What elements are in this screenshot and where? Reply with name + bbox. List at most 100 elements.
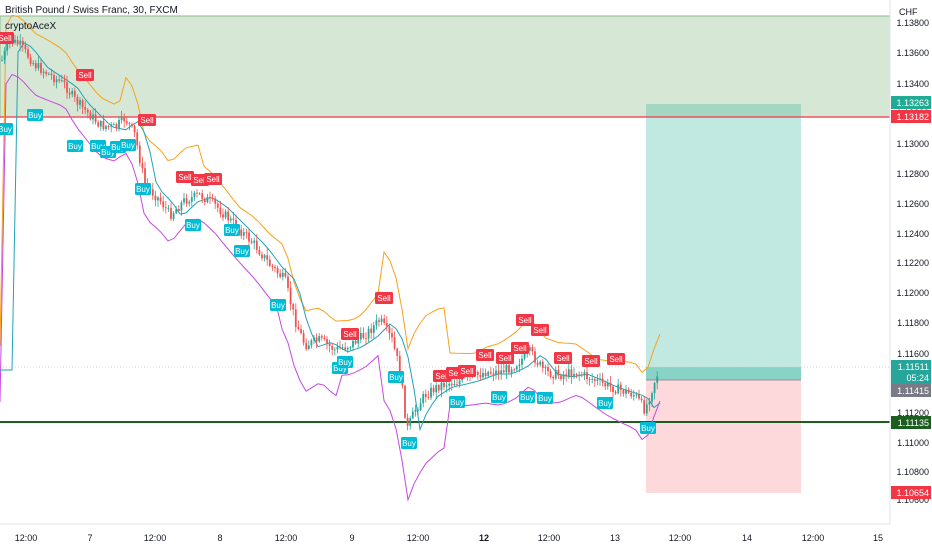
candle (404, 384, 406, 419)
buy-signal-label: Buy (121, 141, 135, 150)
sell-signal[interactable]: Sell (496, 352, 514, 364)
sell-signal[interactable]: Sell (476, 349, 494, 361)
buy-signal[interactable]: Buy (640, 422, 656, 434)
sell-signal[interactable]: Sell (341, 328, 359, 340)
candle (123, 113, 126, 128)
bar-countdown-text: 05:24 (906, 373, 929, 383)
candle (125, 116, 128, 126)
sell-signal[interactable]: Sell (76, 69, 94, 81)
candle (414, 404, 417, 417)
buy-signal[interactable]: Buy (337, 356, 353, 368)
candle (508, 362, 510, 374)
buy-signal-label: Buy (68, 142, 82, 151)
symbol-title[interactable]: British Pound / Swiss Franc, 30, FXCM (5, 5, 178, 16)
resistance-zone[interactable] (0, 15, 891, 118)
candle (1, 55, 3, 62)
sell-signal-label: Sell (140, 116, 154, 125)
candle (81, 98, 84, 114)
candle (216, 201, 219, 213)
buy-signal[interactable]: Buy (135, 183, 151, 195)
candle (320, 334, 323, 341)
candle (245, 228, 248, 239)
candle (190, 190, 193, 207)
sell-signal-label: Sell (206, 175, 220, 184)
buy-signal[interactable]: Buy (401, 437, 417, 449)
buy-signal[interactable]: Buy (0, 123, 13, 135)
candle (630, 388, 633, 399)
sell-signal-label: Sell (584, 357, 598, 366)
candle (279, 269, 282, 279)
buy-signal[interactable]: Buy (388, 371, 404, 383)
buy-signal[interactable]: Buy (597, 397, 613, 409)
price-axis[interactable]: 1.138001.136001.134001.132001.130001.128… (896, 18, 929, 505)
candle (430, 382, 432, 401)
candle (188, 199, 191, 207)
sell-signal[interactable]: Sell (204, 173, 222, 185)
candle (346, 346, 349, 354)
sell-signal-label: Sell (377, 294, 391, 303)
buy-signal[interactable]: Buy (67, 140, 83, 152)
candle (76, 94, 79, 112)
candle (128, 121, 131, 131)
buy-signal[interactable]: Buy (185, 219, 201, 231)
sell-signal[interactable]: Sell (531, 324, 549, 336)
candle (606, 378, 609, 390)
candle (97, 120, 100, 128)
buy-signal[interactable]: Buy (270, 299, 286, 311)
candle (289, 281, 292, 311)
candle (622, 388, 625, 397)
buy-signal[interactable]: Buy (449, 396, 465, 408)
buy-signal-label: Buy (186, 221, 200, 230)
candle (232, 212, 235, 225)
candle (71, 88, 74, 98)
stop-price-text: 1.10654 (896, 488, 929, 498)
candle (599, 372, 601, 386)
time-axis[interactable]: 12:00 7 12:00 8 12:00 9 12:00 12 12:00 13 12:00 14 1… (15, 533, 883, 543)
sell-signal[interactable]: Sell (516, 314, 534, 326)
stop-zone[interactable] (646, 380, 801, 493)
sell-signal[interactable]: Sell (0, 32, 14, 44)
buy-signal[interactable]: Buy (120, 139, 136, 151)
candle (24, 41, 27, 54)
candle (292, 303, 295, 316)
time-tick-label: 9 (349, 533, 354, 543)
candle (60, 74, 63, 83)
candle (445, 381, 448, 393)
sell-signal[interactable]: Sell (554, 352, 572, 364)
candle (604, 380, 607, 390)
buy-signal[interactable]: Buy (491, 391, 507, 403)
sell-signal[interactable]: Sell (607, 353, 625, 365)
entry-price-badge: 1.11415 (891, 384, 931, 397)
sell-signal[interactable]: Sell (375, 292, 393, 304)
support-price-badge: 1.11135 (891, 416, 931, 429)
entry-price-text: 1.11415 (897, 386, 929, 396)
candle (40, 59, 42, 76)
price-tick-label: 1.13800 (896, 18, 929, 28)
candle (554, 366, 557, 381)
candle (583, 369, 586, 381)
candle (154, 190, 157, 207)
sell-signal[interactable]: Sell (582, 355, 600, 367)
sell-signal[interactable]: Sell (138, 114, 156, 126)
candle (274, 264, 276, 273)
candle (302, 329, 305, 346)
current-price-badge: 1.11511 05:24 (891, 360, 931, 384)
target-zone[interactable] (646, 104, 801, 380)
sell-signal-label: Sell (343, 330, 357, 339)
sell-signal[interactable]: Sell (511, 342, 529, 354)
candle (120, 110, 123, 124)
sell-signal[interactable]: Sell (176, 171, 194, 183)
sell-signal[interactable]: Sell (458, 365, 476, 377)
candle (203, 197, 206, 206)
buy-signal[interactable]: Buy (234, 245, 250, 257)
buy-signal[interactable]: Buy (27, 109, 43, 121)
candle (131, 122, 133, 128)
candle (593, 376, 596, 387)
buy-signal[interactable]: Buy (537, 392, 553, 404)
candle (601, 372, 604, 387)
buy-signal[interactable]: Buy (224, 224, 240, 236)
buy-signal[interactable]: Buy (519, 391, 535, 403)
indicator-name[interactable]: cryptoAceX (5, 21, 57, 32)
